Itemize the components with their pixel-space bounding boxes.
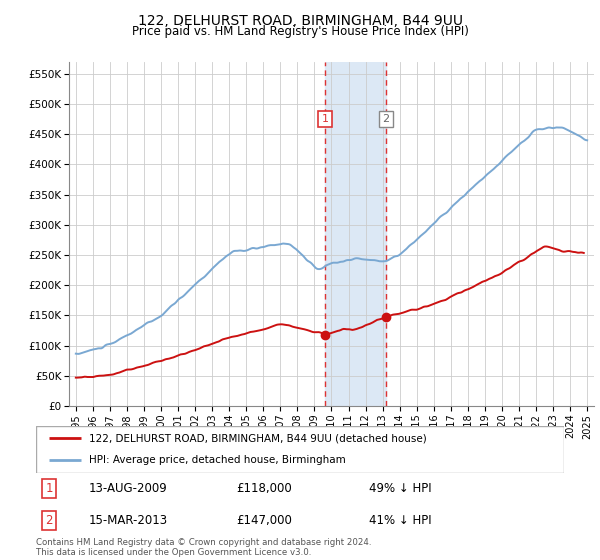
Text: 2: 2 (46, 515, 53, 528)
Text: 41% ↓ HPI: 41% ↓ HPI (368, 515, 431, 528)
Text: 122, DELHURST ROAD, BIRMINGHAM, B44 9UU (detached house): 122, DELHURST ROAD, BIRMINGHAM, B44 9UU … (89, 433, 427, 444)
Text: 13-AUG-2009: 13-AUG-2009 (89, 482, 167, 494)
Text: HPI: Average price, detached house, Birmingham: HPI: Average price, detached house, Birm… (89, 455, 346, 465)
Text: Contains HM Land Registry data © Crown copyright and database right 2024.
This d: Contains HM Land Registry data © Crown c… (36, 538, 371, 557)
Text: 2: 2 (383, 114, 390, 124)
Text: 1: 1 (322, 114, 328, 124)
Bar (325, 62, 386, 406)
Text: 15-MAR-2013: 15-MAR-2013 (89, 515, 168, 528)
Text: 49% ↓ HPI: 49% ↓ HPI (368, 482, 431, 494)
Text: 122, DELHURST ROAD, BIRMINGHAM, B44 9UU: 122, DELHURST ROAD, BIRMINGHAM, B44 9UU (137, 14, 463, 28)
Text: Price paid vs. HM Land Registry's House Price Index (HPI): Price paid vs. HM Land Registry's House … (131, 25, 469, 38)
Text: £147,000: £147,000 (236, 515, 293, 528)
Text: 1: 1 (46, 482, 53, 494)
Text: £118,000: £118,000 (236, 482, 292, 494)
